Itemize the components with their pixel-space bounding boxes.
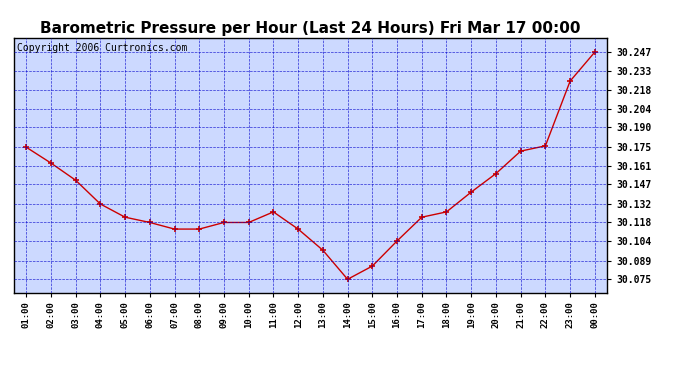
Text: Copyright 2006 Curtronics.com: Copyright 2006 Curtronics.com	[17, 43, 187, 52]
Title: Barometric Pressure per Hour (Last 24 Hours) Fri Mar 17 00:00: Barometric Pressure per Hour (Last 24 Ho…	[40, 21, 581, 36]
